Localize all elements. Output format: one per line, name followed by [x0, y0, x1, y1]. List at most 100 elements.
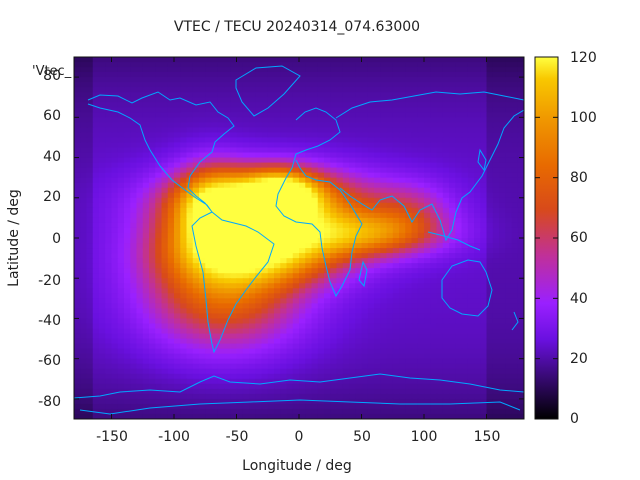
heatmap-cell [224, 368, 231, 375]
heatmap-cell [436, 142, 444, 149]
heatmap-cell [311, 62, 319, 68]
heatmap-cell [92, 132, 100, 139]
heatmap-cell [430, 358, 438, 365]
heatmap-cell [149, 248, 156, 254]
heatmap-cell [511, 343, 519, 350]
heatmap-cell [430, 303, 438, 309]
heatmap-cell [111, 318, 119, 325]
heatmap-cell [424, 217, 431, 224]
heatmap-cell [105, 87, 113, 93]
heatmap-cell [467, 268, 475, 274]
heatmap-cell [261, 102, 269, 108]
heatmap-cell [405, 293, 413, 299]
heatmap-cell [330, 258, 338, 264]
heatmap-cell [349, 373, 356, 380]
heatmap-cell [249, 152, 256, 159]
heatmap-cell [292, 192, 300, 199]
heatmap-cell [261, 122, 269, 128]
heatmap-cell [392, 358, 400, 365]
heatmap-cell [286, 258, 294, 264]
heatmap-cell [324, 333, 331, 340]
heatmap-cell [274, 117, 281, 123]
heatmap-cell [330, 187, 338, 194]
heatmap-cell [511, 217, 519, 224]
heatmap-cell [380, 147, 388, 154]
heatmap-cell [205, 232, 213, 239]
heatmap-cell [486, 248, 494, 254]
heatmap-cell [105, 62, 113, 68]
heatmap-cell [511, 67, 519, 73]
heatmap-cell [155, 303, 163, 309]
heatmap-cell [142, 358, 150, 365]
heatmap-cell [386, 293, 394, 299]
heatmap-cell [205, 248, 213, 254]
heatmap-cell [342, 258, 350, 264]
heatmap-cell [217, 358, 225, 365]
heatmap-cell [474, 217, 481, 224]
heatmap-cell [299, 207, 306, 214]
heatmap-cell [405, 253, 413, 259]
heatmap-cell [161, 122, 169, 128]
heatmap-cell [130, 358, 138, 365]
heatmap-cell [99, 288, 106, 294]
heatmap-cell [474, 348, 481, 355]
heatmap-cell [467, 197, 475, 204]
heatmap-cell [430, 298, 438, 304]
heatmap-cell [180, 238, 188, 244]
heatmap-cell [174, 167, 181, 174]
heatmap-cell [330, 147, 338, 154]
heatmap-cell [142, 303, 150, 309]
heatmap-cell [455, 187, 463, 194]
heatmap-cell [286, 197, 294, 204]
heatmap-cell [230, 77, 238, 83]
heatmap-cell [317, 192, 325, 199]
heatmap-cell [461, 253, 469, 259]
heatmap-cell [186, 212, 194, 219]
heatmap-cell [442, 162, 450, 169]
heatmap-cell [417, 117, 425, 123]
heatmap-cell [374, 273, 381, 279]
heatmap-cell [192, 92, 200, 98]
heatmap-cell [336, 253, 344, 259]
heatmap-cell [430, 388, 438, 395]
heatmap-cell [474, 162, 481, 169]
heatmap-cell [274, 207, 281, 214]
heatmap-cell [305, 72, 313, 78]
heatmap-cell [374, 253, 381, 259]
heatmap-cell [355, 238, 363, 244]
heatmap-cell [80, 162, 88, 169]
heatmap-cell [355, 358, 363, 365]
heatmap-cell [186, 82, 194, 88]
heatmap-cell [192, 112, 200, 118]
heatmap-cell [211, 253, 219, 259]
heatmap-cell [117, 368, 125, 375]
heatmap-cell [367, 258, 375, 264]
heatmap-cell [436, 318, 444, 325]
heatmap-cell [399, 77, 406, 83]
heatmap-cell [180, 263, 188, 269]
heatmap-cell [361, 212, 369, 219]
heatmap-cell [155, 313, 163, 320]
heatmap-cell [255, 232, 263, 239]
heatmap-cell [417, 82, 425, 88]
heatmap-cell [92, 368, 100, 375]
heatmap-cell [492, 172, 500, 179]
heatmap-cell [442, 107, 450, 113]
heatmap-cell [142, 222, 150, 229]
heatmap-cell [136, 82, 144, 88]
heatmap-cell [124, 62, 131, 68]
heatmap-cell [511, 268, 519, 274]
heatmap-cell [480, 157, 488, 164]
heatmap-cell [286, 97, 294, 103]
heatmap-cell [86, 92, 94, 98]
heatmap-cell [242, 393, 250, 400]
heatmap-cell [261, 238, 269, 244]
heatmap-cell [86, 338, 94, 345]
heatmap-cell [261, 253, 269, 259]
heatmap-cell [86, 248, 94, 254]
heatmap-cell [111, 172, 119, 179]
heatmap-cell [142, 72, 150, 78]
heatmap-cell [311, 253, 319, 259]
heatmap-cell [136, 368, 144, 375]
heatmap-cell [149, 333, 156, 340]
